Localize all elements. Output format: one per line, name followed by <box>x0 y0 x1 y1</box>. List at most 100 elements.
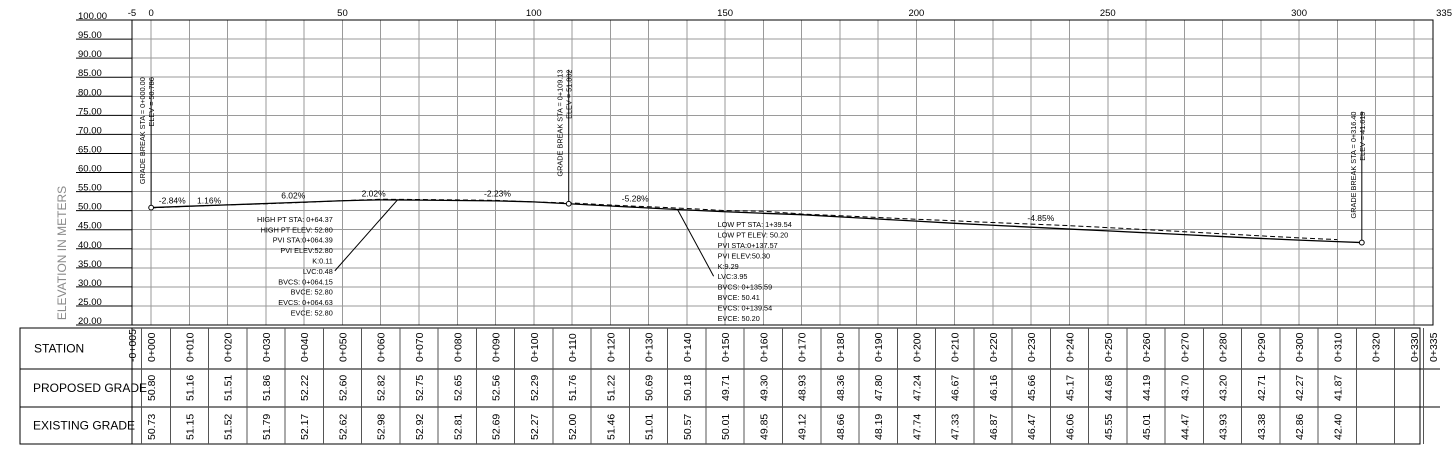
existing-grade-value: 47.33 <box>950 414 962 440</box>
station-scale-label: 100 <box>526 8 542 19</box>
elevation-tick-label: 95.00 <box>78 30 102 41</box>
proposed-grade-value: 51.86 <box>261 375 273 401</box>
station-label: 0+180 <box>835 332 847 362</box>
existing-grade-value: 43.93 <box>1218 414 1230 440</box>
elevation-tick-label: 60.00 <box>78 164 102 175</box>
existing-grade-value: 48.66 <box>835 414 847 440</box>
existing-grade-value: 52.92 <box>414 414 426 440</box>
station-scale-label: 250 <box>1100 8 1116 19</box>
elevation-tick-label: 50.00 <box>78 202 102 213</box>
existing-grade-value: 51.79 <box>261 414 273 440</box>
elevation-tick-label: 20.00 <box>78 316 102 327</box>
curve-data-label: LVC:0.48 <box>303 267 333 276</box>
proposed-grade-value: 52.22 <box>299 375 311 401</box>
station-label: 0+070 <box>414 332 426 362</box>
curve-data-label: EVCE: 52.80 <box>291 308 333 317</box>
proposed-grade-value: 47.24 <box>911 375 923 401</box>
station-label: 0+100 <box>529 332 541 362</box>
existing-grade-value: 50.73 <box>146 414 158 440</box>
grid-lines <box>131 19 1434 326</box>
station-label: 0+170 <box>797 332 809 362</box>
station-scale-labels: -5 0 50 100 150 200 250 300 335 <box>128 8 1452 19</box>
station-label: 0+030 <box>261 332 273 362</box>
proposed-grade-value: 42.27 <box>1294 375 1306 401</box>
proposed-grade-value: 50.69 <box>644 375 656 401</box>
curve-data-label: EVCE: 50.20 <box>718 314 760 323</box>
table-row-header: PROPOSED GRADE <box>33 381 147 395</box>
curve-data-label: LOW PT ELEV: 50.20 <box>718 231 789 240</box>
existing-grade-value: 51.15 <box>184 414 196 440</box>
curve-data-label: PVI STA:0+137.57 <box>718 241 778 250</box>
elevation-tick-label: 90.00 <box>78 49 102 60</box>
station-label: 0+250 <box>1103 332 1115 362</box>
curve-data-label: BVCE: 50.41 <box>718 293 760 302</box>
curve-data-label: BVCE: 52.80 <box>291 288 333 297</box>
station-label: 0+130 <box>644 332 656 362</box>
existing-grade-value: 47.74 <box>911 414 923 440</box>
proposed-grade-value: 44.68 <box>1103 375 1115 401</box>
existing-grade-value: 48.19 <box>873 414 885 440</box>
existing-grade-value: 45.01 <box>1141 414 1153 440</box>
curve-data-label: K:9.29 <box>718 262 739 271</box>
station-label: 0+000 <box>146 332 158 362</box>
station-label: 0+120 <box>605 332 617 362</box>
existing-grade-value: 52.62 <box>337 414 349 440</box>
existing-grade-value: 51.46 <box>605 414 617 440</box>
station-scale-label: 300 <box>1291 8 1307 19</box>
station-label: 0+290 <box>1256 332 1268 362</box>
proposed-grade-value: 41.87 <box>1332 375 1344 401</box>
existing-grade-value: 42.86 <box>1294 414 1306 440</box>
proposed-grade-value: 52.75 <box>414 375 426 401</box>
existing-grade-value: 44.47 <box>1179 414 1191 440</box>
proposed-grade-value: 44.19 <box>1141 375 1153 401</box>
station-label: 0+050 <box>337 332 349 362</box>
table-frame <box>19 327 1421 445</box>
proposed-grade-value: 45.17 <box>1064 375 1076 401</box>
curve-data-label: LOW PT STA: 1+39.54 <box>718 220 792 229</box>
existing-grade-value: 43.38 <box>1256 414 1268 440</box>
existing-grade-value: 52.69 <box>491 414 503 440</box>
curve-data-label: EVCS: 0+064.63 <box>278 298 333 307</box>
station-label: 0+240 <box>1064 332 1076 362</box>
station-label: 0+020 <box>223 332 235 362</box>
proposed-grade-value: 50.18 <box>682 375 694 401</box>
elevation-tick-label: 85.00 <box>78 68 102 79</box>
station-label: 0+150 <box>720 332 732 362</box>
station-scale-label: 50 <box>337 8 348 19</box>
existing-grade-value: 42.40 <box>1332 414 1344 440</box>
y-axis-label: ELEVATION IN METERS <box>55 186 69 320</box>
grade-break-label: ELEV = 51.802 <box>565 70 574 119</box>
grade-break-marker <box>565 200 572 207</box>
grade-percent-label: 6.02% <box>281 191 306 201</box>
proposed-grade-value: 52.65 <box>452 375 464 401</box>
station-label: 0+270 <box>1179 332 1191 362</box>
elevation-tick-label: 75.00 <box>78 106 102 117</box>
station-label: 0+330 <box>1409 332 1421 362</box>
proposed-grade-value: 46.67 <box>950 375 962 401</box>
grade-percent-label: -4.85% <box>1027 213 1054 223</box>
existing-grade-value: 51.52 <box>223 414 235 440</box>
elevation-tick-label: 80.00 <box>78 87 102 98</box>
station-label: 0+335 <box>1428 332 1440 362</box>
elevation-tick-label: 45.00 <box>78 221 102 232</box>
curve-data-label: PVI ELEV:52.80 <box>280 246 332 255</box>
elevation-tick-label: 40.00 <box>78 240 102 251</box>
proposed-grade-value: 43.20 <box>1218 375 1230 401</box>
grade-break-label: GRADE BREAK STA = 0+000.00 <box>138 77 147 184</box>
curve-leader <box>677 209 715 277</box>
elevation-tick-label: 30.00 <box>78 278 102 289</box>
grade-break-label: GRADE BREAK STA = 0+316.40 <box>1349 112 1358 219</box>
grade-break-label: ELEV = 41.619 <box>1358 112 1367 161</box>
station-label: 0+230 <box>1026 332 1038 362</box>
station-scale-label: 0 <box>148 8 153 19</box>
curve-data-label: K:0.11 <box>312 256 333 265</box>
grade-percent-label: -2.84% <box>159 196 186 206</box>
existing-grade-value: 45.55 <box>1103 414 1115 440</box>
existing-grade-value: 49.85 <box>758 414 770 440</box>
existing-grade-value: 52.27 <box>529 414 541 440</box>
proposed-grade-value: 52.82 <box>376 375 388 401</box>
station-label: 0+140 <box>682 332 694 362</box>
elevation-tick-label: 100.00 <box>78 11 107 22</box>
annotations: -2.84% 1.16% 6.02% 2.02% -2.23% -5.28% -4.85% G… <box>138 69 1367 323</box>
